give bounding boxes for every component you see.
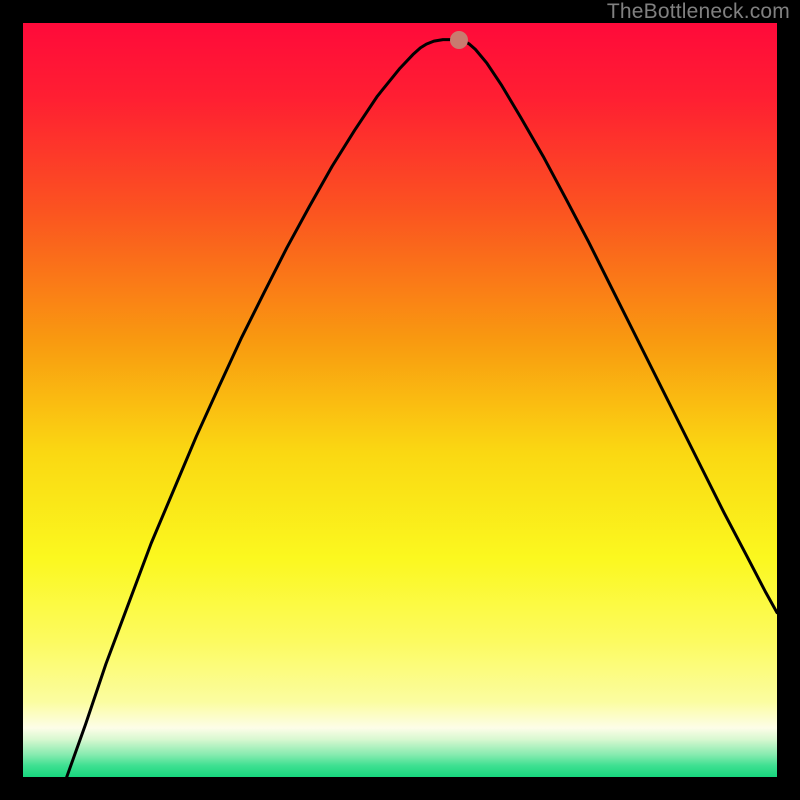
optimum-marker: [450, 31, 468, 49]
gradient-background: [23, 23, 777, 777]
bottleneck-chart: TheBottleneck.com: [0, 0, 800, 800]
watermark: TheBottleneck.com: [607, 0, 790, 24]
